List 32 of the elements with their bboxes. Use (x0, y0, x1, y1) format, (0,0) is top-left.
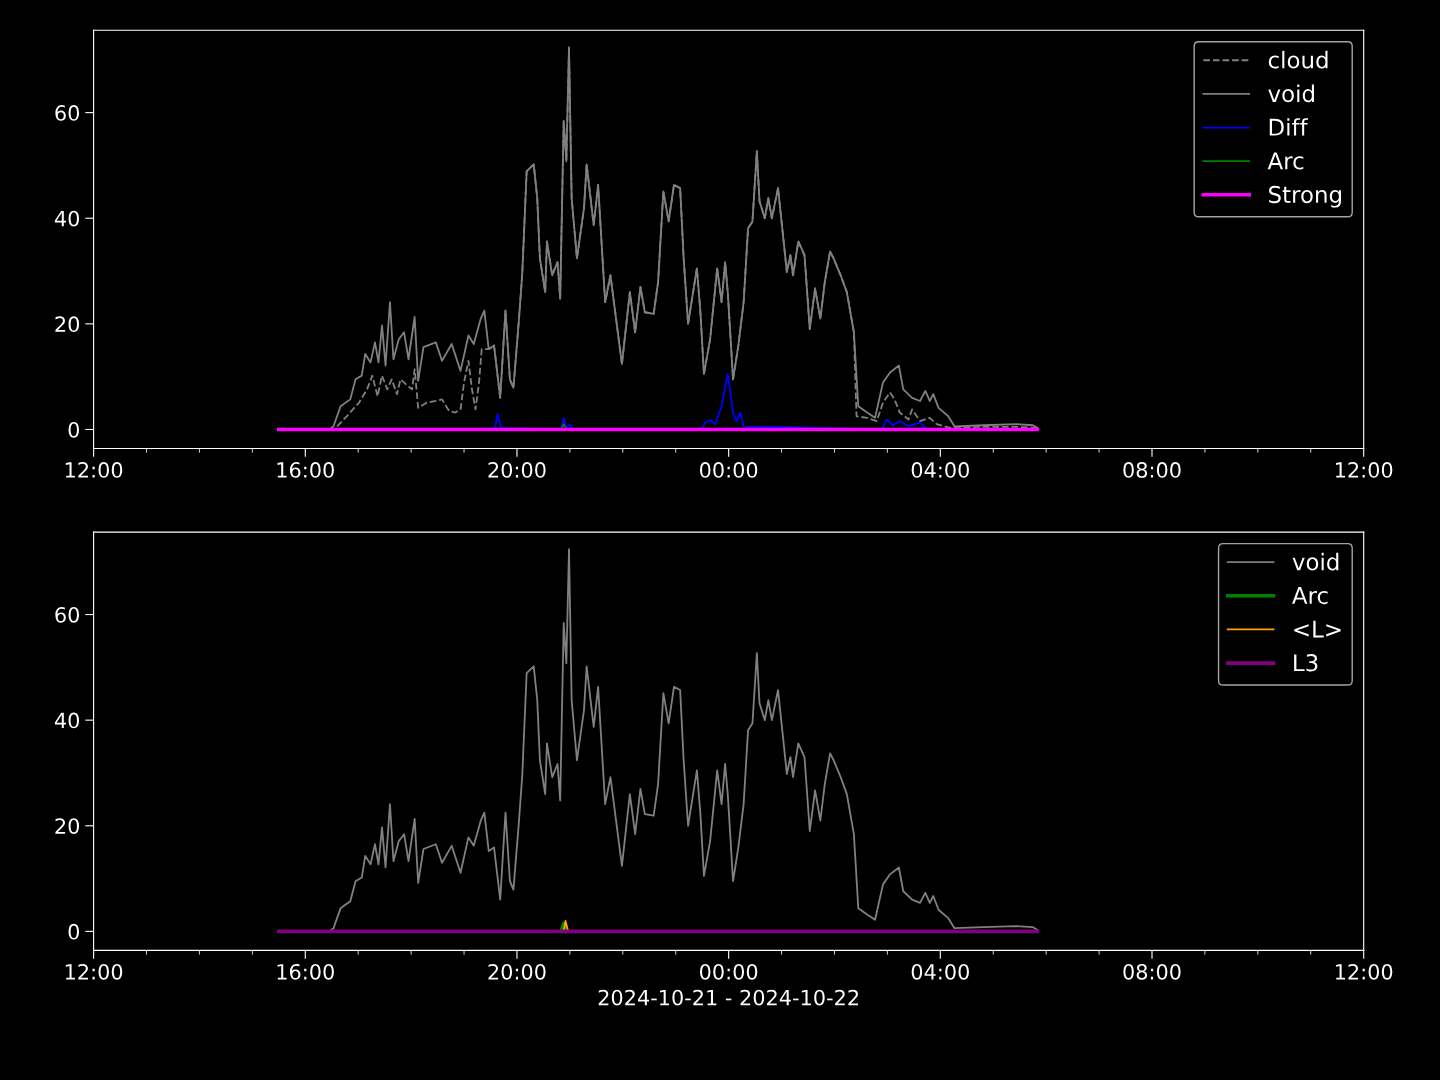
x-tick-label: 20:00 (488, 462, 546, 478)
y-tick-label: 20 (55, 316, 80, 333)
legend-label: Arc (1292, 587, 1328, 605)
y-tick-label: 40 (54, 712, 80, 729)
x-tick-label: 04:00 (911, 462, 969, 478)
x-tick-label: 12:00 (1335, 462, 1393, 478)
y-tick-label: 20 (55, 818, 80, 834)
x-tick-label: 12:00 (65, 462, 123, 478)
y-tick-label: 0 (68, 923, 80, 940)
x-tick-label: 04:00 (911, 963, 969, 980)
y-tick-label: 60 (55, 606, 80, 623)
x-tick-label: 12:00 (65, 963, 123, 980)
y-tick-label: 0 (68, 421, 80, 438)
x-tick-label: 08:00 (1123, 462, 1181, 478)
y-tick-label: 40 (54, 210, 80, 227)
x-axis-title: 2024-10-21 - 2024-10-22 (598, 989, 859, 1006)
legend-label: void (1268, 84, 1314, 103)
y-tick-label: 60 (55, 105, 80, 121)
x-tick-label: 08:00 (1123, 963, 1181, 980)
legend-label: Diff (1269, 118, 1309, 136)
x-tick-label: 16:00 (277, 462, 334, 478)
legend-label: Strong (1269, 185, 1341, 208)
x-tick-label: 00:00 (699, 462, 758, 478)
legend-label: <L> (1294, 620, 1341, 638)
x-tick-label: 20:00 (488, 963, 546, 980)
legend-label: Arc (1267, 152, 1304, 170)
x-tick-label: 00:00 (699, 963, 758, 980)
legend-label: void (1292, 552, 1339, 571)
legend-label: cloud (1268, 50, 1328, 69)
x-tick-label: 12:00 (1335, 963, 1393, 980)
x-tick-label: 16:00 (277, 963, 334, 980)
legend-label: L3 (1294, 654, 1318, 672)
